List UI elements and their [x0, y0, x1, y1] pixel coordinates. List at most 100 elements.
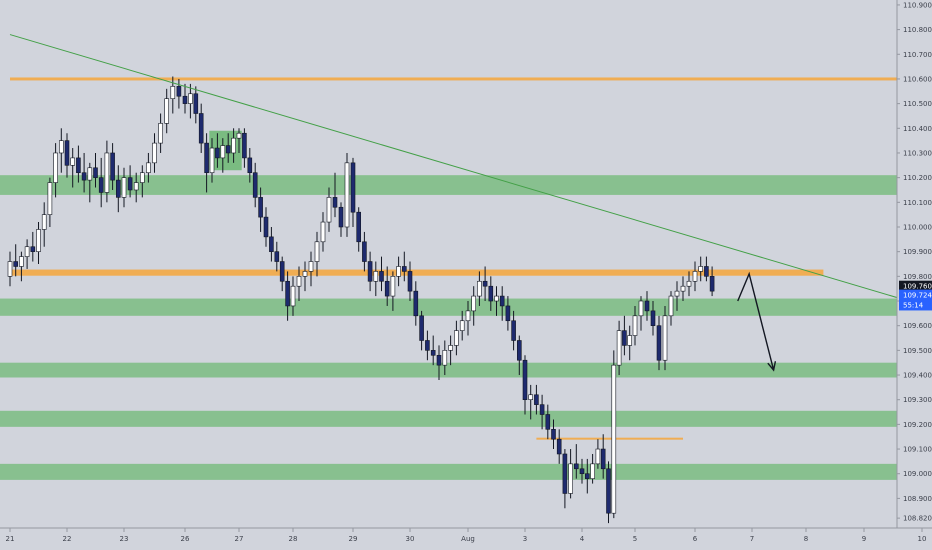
price-tick-label: 109.800	[903, 273, 932, 281]
candle-body	[632, 315, 638, 336]
price-tag: 109.724	[899, 289, 932, 301]
candle-body	[320, 221, 326, 243]
time-tick-label: 30	[406, 535, 415, 543]
candle	[146, 152, 151, 183]
candle	[182, 83, 188, 114]
candle	[36, 222, 41, 264]
candle-body	[41, 214, 47, 230]
candle	[390, 271, 396, 311]
candle	[188, 83, 193, 119]
candle	[505, 296, 511, 331]
candle	[204, 133, 209, 193]
price-tag: 109.760	[899, 280, 932, 292]
candle-body	[436, 354, 442, 366]
candle-body	[258, 197, 263, 218]
candle	[320, 212, 326, 252]
price-tick-label: 108.900	[903, 495, 932, 503]
candle-body	[47, 182, 53, 215]
candle-body	[70, 157, 75, 166]
candle-body	[279, 261, 285, 282]
resistance-line-3[interactable]	[536, 437, 683, 440]
time-tick-label: 7	[750, 535, 754, 543]
candle-body	[236, 132, 242, 139]
candle	[459, 310, 465, 341]
candle	[133, 172, 139, 203]
candle-body	[182, 95, 188, 104]
consolidation-box[interactable]	[209, 130, 242, 171]
candle	[692, 261, 698, 292]
candle-body	[140, 172, 145, 183]
time-tick-label: 8	[804, 535, 808, 543]
candle	[704, 256, 709, 282]
projection-arrow[interactable]	[737, 271, 775, 371]
candle-body	[302, 271, 308, 277]
candle	[314, 231, 320, 277]
candle-body	[290, 285, 296, 307]
time-tick-label: 29	[349, 535, 358, 543]
candle-body	[231, 137, 236, 154]
candle-body	[188, 93, 193, 104]
support-zone-3[interactable]	[0, 362, 897, 378]
candle-body	[448, 345, 453, 351]
time-tick-label: 23	[120, 535, 129, 543]
candle-body	[698, 266, 704, 272]
candle-body	[611, 364, 617, 514]
time-axis[interactable]: 2122232627282930Aug34567891011	[6, 528, 932, 543]
price-tag-label: 55:14	[903, 301, 924, 309]
support-zone-1[interactable]	[0, 175, 897, 195]
time-tick-label: 4	[580, 535, 585, 543]
candle	[401, 251, 407, 282]
candle	[274, 241, 280, 272]
price-axis-panel[interactable]	[897, 0, 932, 550]
candle-body	[198, 113, 204, 144]
price-tick-label: 109.300	[903, 396, 932, 404]
resistance-line-1[interactable]	[10, 77, 932, 81]
trendline[interactable]	[9, 34, 932, 309]
candle-body	[471, 295, 477, 312]
candle-body	[616, 330, 622, 366]
candle-body	[296, 276, 302, 287]
candle-body	[430, 350, 436, 356]
support-zone-2[interactable]	[0, 298, 897, 316]
candle-body	[152, 142, 157, 164]
candle-body	[562, 453, 568, 494]
candle	[595, 439, 601, 469]
candle	[198, 103, 204, 153]
projection-arrow-head	[767, 361, 777, 372]
support-zone-5[interactable]	[0, 463, 897, 480]
candle	[98, 157, 104, 208]
candle	[215, 133, 220, 168]
price-tag-background	[899, 280, 932, 292]
price-axis[interactable]: 110.900 110.800 110.700 110.600 110.500 110.4…	[897, 1, 932, 523]
support-zone-4[interactable]	[0, 410, 897, 427]
candle	[116, 165, 121, 213]
candle-body	[573, 463, 579, 470]
candle-body	[390, 276, 396, 297]
candle-body	[215, 147, 220, 159]
candle	[698, 256, 704, 282]
price-tick-label: 109.000	[903, 470, 932, 478]
candle	[534, 384, 539, 415]
candle	[494, 286, 499, 316]
candle	[528, 384, 534, 420]
candle-body	[81, 172, 87, 181]
candle-body	[511, 320, 516, 341]
candle	[121, 167, 127, 208]
candle-body	[24, 246, 30, 257]
candle	[93, 152, 98, 188]
candle	[413, 281, 419, 326]
candle-body	[110, 152, 115, 181]
candle	[53, 143, 58, 198]
resistance-line-2[interactable]	[10, 269, 824, 276]
candle-body	[668, 295, 674, 317]
time-tick-label: 21	[6, 535, 15, 543]
candle-body	[499, 295, 505, 307]
candle	[258, 187, 263, 232]
price-tag-label: 109.724	[903, 292, 932, 300]
candle	[622, 315, 627, 356]
candle-body	[176, 86, 182, 97]
candle-body	[650, 310, 656, 326]
candle	[396, 256, 401, 287]
candle-body	[590, 463, 595, 479]
